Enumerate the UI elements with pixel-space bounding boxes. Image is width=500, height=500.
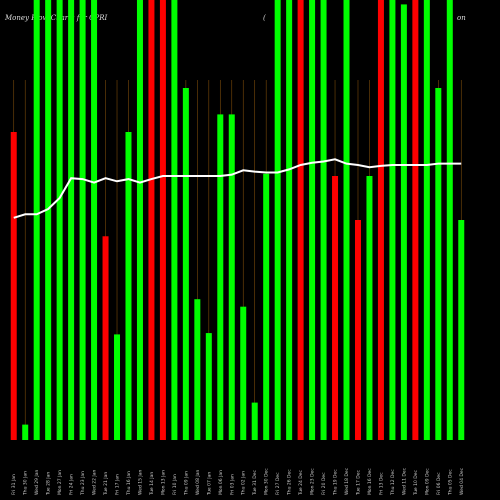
bar bbox=[171, 0, 178, 440]
x-tick-label: Tue 10 Dec bbox=[413, 469, 419, 496]
x-tick-label: Wed 22 Jan bbox=[92, 470, 98, 495]
bar bbox=[205, 333, 212, 440]
x-tick-label: Thu 12 Dec bbox=[390, 469, 396, 496]
bar bbox=[136, 0, 143, 440]
x-tick-label: Fri 24 Jan bbox=[69, 474, 75, 495]
x-tick-label: Mon 13 Jan bbox=[160, 470, 166, 495]
x-tick-label: Wed 11 Dec bbox=[401, 467, 407, 495]
bar bbox=[297, 0, 304, 440]
money-flow-line-path bbox=[13, 158, 462, 219]
bar bbox=[332, 176, 339, 440]
bar bbox=[320, 0, 327, 440]
x-tick-label: Mon 30 Dec bbox=[264, 468, 270, 495]
x-tick-label: Thu 26 Dec bbox=[287, 469, 293, 496]
bar bbox=[435, 88, 442, 440]
bar bbox=[182, 88, 189, 440]
x-tick-label: Fri 13 Dec bbox=[378, 472, 384, 495]
bar bbox=[446, 0, 453, 440]
bar bbox=[45, 0, 52, 440]
x-tick-label: Mon 09 Dec bbox=[424, 468, 430, 495]
x-tick-label: Wed 04 Dec bbox=[459, 467, 465, 495]
bar bbox=[458, 220, 465, 440]
bar bbox=[159, 0, 166, 440]
bar bbox=[91, 0, 98, 440]
bar bbox=[251, 402, 258, 440]
x-tick-label: Fri 03 Jan bbox=[229, 474, 235, 495]
x-tick-label: Thu 05 Dec bbox=[447, 469, 453, 496]
chart-title-right: on bbox=[457, 14, 466, 22]
x-tick-label: Tue 21 Jan bbox=[103, 472, 109, 496]
x-tick-label: Tue 28 Jan bbox=[46, 472, 52, 496]
money-flow-line bbox=[13, 158, 462, 219]
bars bbox=[10, 0, 465, 441]
bar bbox=[309, 0, 316, 440]
bar bbox=[412, 0, 419, 440]
bar bbox=[217, 114, 224, 441]
x-tick-label: Mon 27 Jan bbox=[57, 470, 63, 495]
bar bbox=[10, 132, 17, 440]
x-tick-label: Thu 02 Jan bbox=[241, 471, 247, 496]
chart-title-middle: ( bbox=[263, 14, 266, 22]
x-tick-label: Fri 06 Dec bbox=[436, 472, 442, 495]
chart-title: Money Flow Charts for CPRI ( on bbox=[5, 14, 495, 28]
bar bbox=[228, 114, 235, 441]
bar bbox=[343, 0, 350, 440]
bar bbox=[274, 0, 281, 440]
x-tick-label: Thu 19 Dec bbox=[333, 469, 339, 496]
bar bbox=[68, 0, 75, 440]
bar bbox=[148, 0, 155, 440]
x-tick-label: Tue 24 Dec bbox=[298, 469, 304, 496]
x-tick-label: Thu 09 Jan bbox=[183, 471, 189, 496]
x-tick-label: Fri 20 Dec bbox=[321, 472, 327, 495]
x-tick-label: Thu 16 Jan bbox=[126, 471, 132, 496]
bar bbox=[114, 334, 121, 440]
x-tick-label: Fri 10 Jan bbox=[172, 474, 178, 495]
bar bbox=[286, 0, 293, 440]
x-tick-label: Fri 27 Dec bbox=[275, 472, 281, 495]
x-tick-label: Thu 30 Jan bbox=[23, 471, 29, 496]
bar bbox=[240, 306, 247, 440]
bar bbox=[102, 236, 109, 440]
bar bbox=[423, 0, 430, 440]
bar bbox=[263, 173, 270, 441]
x-tick-label: Tue 07 Jan bbox=[206, 472, 212, 496]
x-tick-labels: Fri 31 Jan Thu 30 Jan Wed 29 Jan Tue 28 Jan… bbox=[11, 467, 465, 496]
bar bbox=[354, 220, 361, 440]
x-tick-label: Mon 23 Dec bbox=[310, 468, 316, 495]
bar bbox=[22, 424, 29, 440]
x-tick-label: Mon 16 Dec bbox=[367, 468, 373, 495]
bar bbox=[377, 0, 384, 440]
bar bbox=[79, 0, 86, 440]
x-tick-label: Mon 06 Jan bbox=[218, 470, 224, 495]
bar bbox=[56, 0, 63, 440]
x-tick-label: Fri 31 Jan bbox=[11, 474, 17, 495]
x-tick-label: Tue 17 Dec bbox=[355, 469, 361, 496]
x-tick-label: Wed 15 Jan bbox=[137, 470, 143, 495]
bar bbox=[194, 299, 201, 440]
bar bbox=[33, 0, 40, 440]
x-tick-label: Wed 08 Jan bbox=[195, 470, 201, 495]
x-tick-label: Fri 17 Jan bbox=[115, 474, 121, 495]
chart-title-left: Money Flow Charts for CPRI bbox=[5, 14, 108, 22]
bar bbox=[389, 0, 396, 440]
x-tick-label: Tue 14 Jan bbox=[149, 472, 155, 496]
x-tick-label: Wed 29 Jan bbox=[34, 470, 40, 495]
x-tick-label: Tue 31 Dec bbox=[252, 469, 258, 496]
x-tick-label: Thu 23 Jan bbox=[80, 471, 86, 496]
bar bbox=[400, 4, 407, 441]
bar bbox=[366, 176, 373, 440]
bar bbox=[125, 132, 132, 440]
x-tick-label: Wed 18 Dec bbox=[344, 467, 350, 495]
